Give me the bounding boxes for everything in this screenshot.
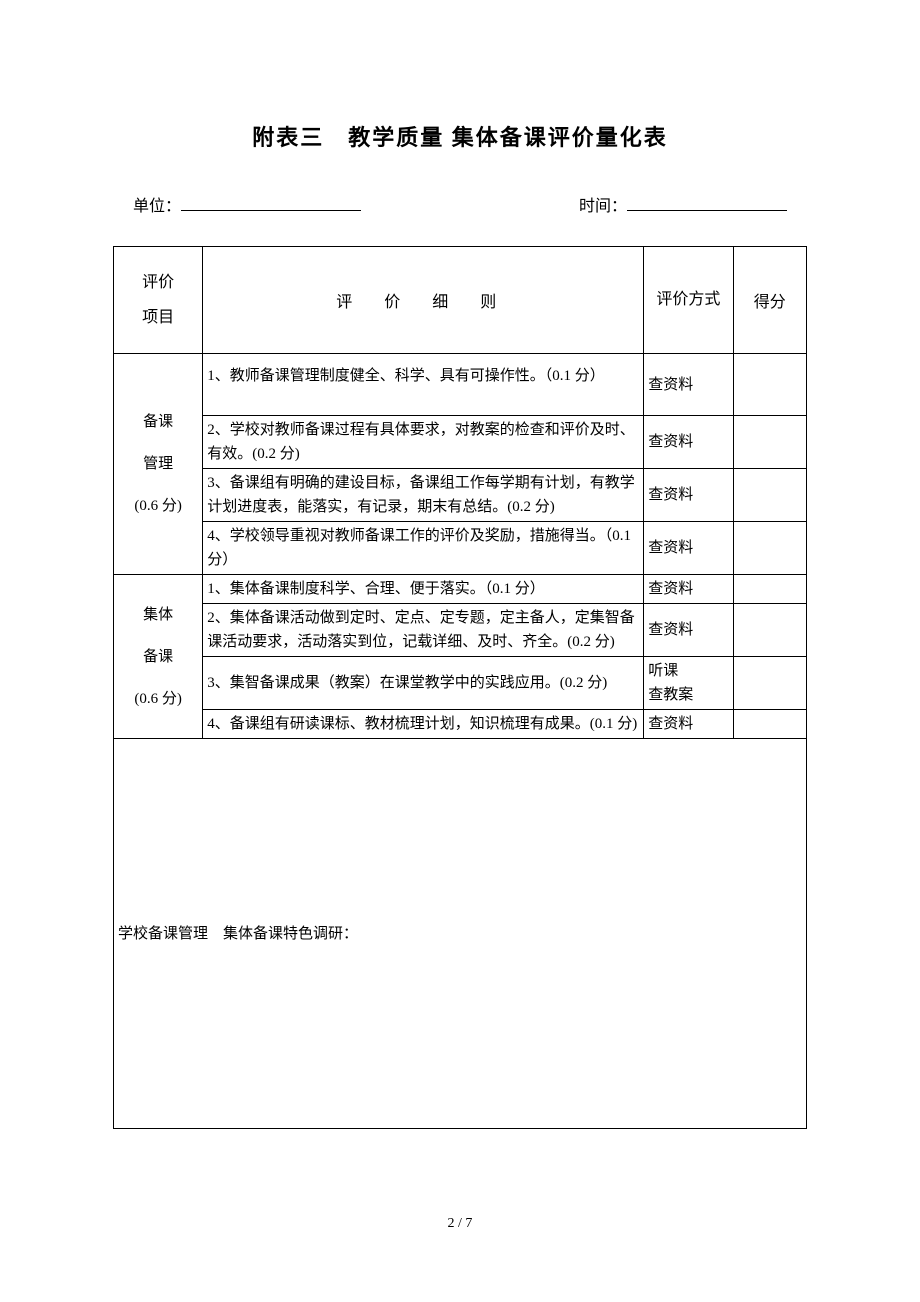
- method-cell: 查资料: [644, 575, 733, 604]
- meta-row: 单位： 时间：: [113, 192, 807, 216]
- page-title: 附表三 教学质量 集体备课评价量化表: [113, 120, 807, 152]
- header-project: 评价 项目: [114, 247, 203, 354]
- table-header-row: 评价 项目 评 价 细 则 评价方式 得分: [114, 247, 807, 354]
- detail-cell: 1、集体备课制度科学、合理、便于落实。（0.1 分）: [203, 575, 644, 604]
- table-row: 4、备课组有研读课标、教材梳理计划，知识梳理有成果。(0.1 分) 查资料: [114, 710, 807, 739]
- meta-unit: 单位：: [133, 192, 361, 216]
- notes-row: 学校备课管理 集体备课特色调研：: [114, 739, 807, 1129]
- score-cell: [733, 354, 807, 416]
- score-cell: [733, 416, 807, 469]
- score-cell: [733, 710, 807, 739]
- table-row: 3、集智备课成果（教案）在课堂教学中的实践应用。(0.2 分) 听课 查教案: [114, 657, 807, 710]
- header-method: 评价方式: [644, 247, 733, 354]
- table-row: 2、学校对教师备课过程有具体要求，对教案的检查和评价及时、有效。(0.2 分) …: [114, 416, 807, 469]
- detail-cell: 4、学校领导重视对教师备课工作的评价及奖励，措施得当。（0.1 分）: [203, 522, 644, 575]
- category-cell-2: 集体 备课 (0.6 分): [114, 575, 203, 739]
- detail-cell: 1、教师备课管理制度健全、科学、具有可操作性。（0.1 分）: [203, 354, 644, 416]
- detail-cell: 4、备课组有研读课标、教材梳理计划，知识梳理有成果。(0.1 分): [203, 710, 644, 739]
- score-cell: [733, 657, 807, 710]
- score-cell: [733, 522, 807, 575]
- table-row: 2、集体备课活动做到定时、定点、定专题，定主备人，定集智备课活动要求，活动落实到…: [114, 604, 807, 657]
- unit-underline: [181, 193, 361, 211]
- time-underline: [627, 193, 787, 211]
- score-cell: [733, 469, 807, 522]
- method-cell: 听课 查教案: [644, 657, 733, 710]
- method-cell: 查资料: [644, 604, 733, 657]
- page-number: 2 / 7: [0, 1216, 920, 1232]
- method-cell: 查资料: [644, 416, 733, 469]
- header-score: 得分: [733, 247, 807, 354]
- table-row: 集体 备课 (0.6 分) 1、集体备课制度科学、合理、便于落实。（0.1 分）…: [114, 575, 807, 604]
- evaluation-table: 评价 项目 评 价 细 则 评价方式 得分 备课 管理 (0.6 分) 1、教师…: [113, 246, 807, 1129]
- detail-cell: 2、学校对教师备课过程有具体要求，对教案的检查和评价及时、有效。(0.2 分): [203, 416, 644, 469]
- method-cell: 查资料: [644, 469, 733, 522]
- detail-cell: 3、备课组有明确的建设目标，备课组工作每学期有计划，有教学计划进度表，能落实，有…: [203, 469, 644, 522]
- score-cell: [733, 575, 807, 604]
- notes-cell: 学校备课管理 集体备课特色调研：: [114, 739, 807, 1129]
- method-cell: 查资料: [644, 522, 733, 575]
- time-label: 时间：: [579, 192, 627, 216]
- table-row: 3、备课组有明确的建设目标，备课组工作每学期有计划，有教学计划进度表，能落实，有…: [114, 469, 807, 522]
- meta-time: 时间：: [579, 192, 787, 216]
- method-cell: 查资料: [644, 710, 733, 739]
- category-cell-1: 备课 管理 (0.6 分): [114, 354, 203, 575]
- header-detail: 评 价 细 则: [203, 247, 644, 354]
- table-row: 4、学校领导重视对教师备课工作的评价及奖励，措施得当。（0.1 分） 查资料: [114, 522, 807, 575]
- table-row: 备课 管理 (0.6 分) 1、教师备课管理制度健全、科学、具有可操作性。（0.…: [114, 354, 807, 416]
- method-cell: 查资料: [644, 354, 733, 416]
- detail-cell: 3、集智备课成果（教案）在课堂教学中的实践应用。(0.2 分): [203, 657, 644, 710]
- score-cell: [733, 604, 807, 657]
- detail-cell: 2、集体备课活动做到定时、定点、定专题，定主备人，定集智备课活动要求，活动落实到…: [203, 604, 644, 657]
- unit-label: 单位：: [133, 192, 181, 216]
